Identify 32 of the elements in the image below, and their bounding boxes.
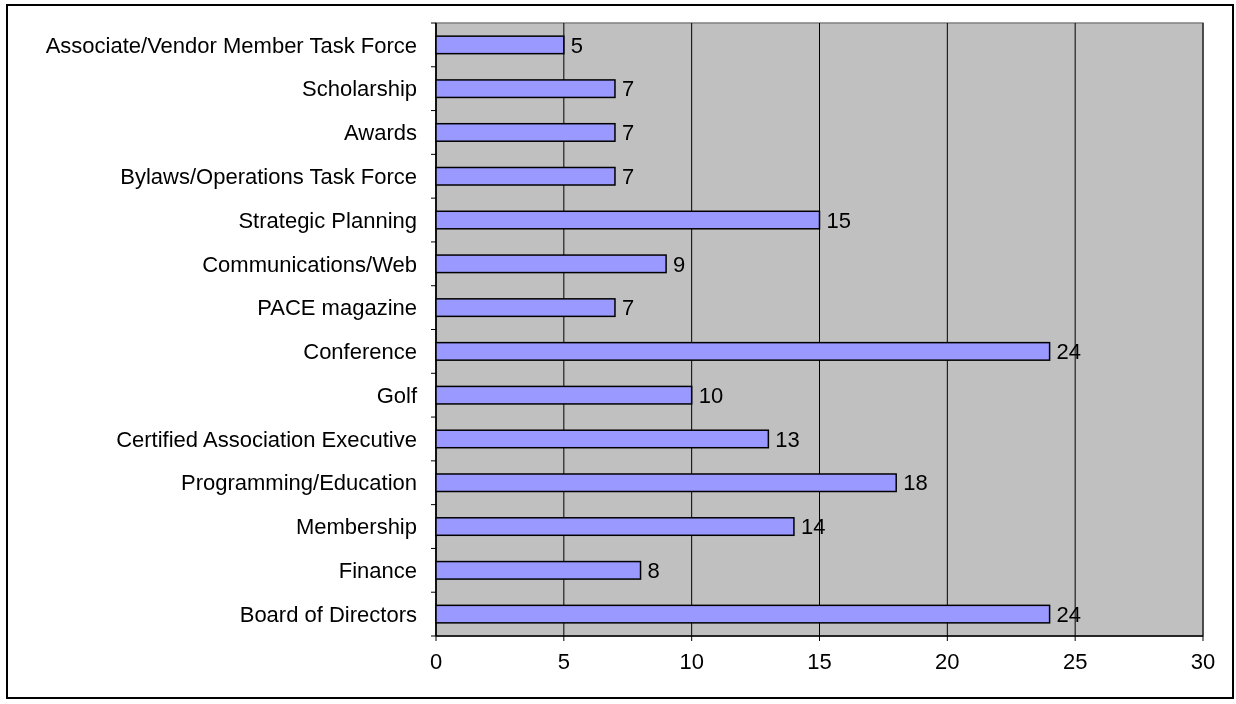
y-tick-label: Awards xyxy=(344,120,417,146)
y-tick-label: Conference xyxy=(303,339,417,365)
y-tick-label: Communications/Web xyxy=(202,251,417,277)
x-tick-label: 20 xyxy=(935,649,960,674)
data-label: 18 xyxy=(903,470,928,496)
x-tick-label: 5 xyxy=(557,649,570,674)
x-tick-label: 15 xyxy=(807,649,832,674)
data-label: 7 xyxy=(621,120,635,146)
x-tick-label: 30 xyxy=(1190,649,1216,674)
data-label: 10 xyxy=(698,382,724,408)
y-tick-label: Scholarship xyxy=(302,76,417,102)
data-label: 15 xyxy=(826,207,851,233)
data-label: 7 xyxy=(621,163,635,189)
data-label: 5 xyxy=(570,32,584,58)
y-tick-label: Golf xyxy=(376,382,418,408)
y-tick-label: Membership xyxy=(295,514,417,540)
x-tick-label: 25 xyxy=(1062,649,1088,674)
y-tick-label: PACE magazine xyxy=(257,295,417,321)
y-tick-label: Board of Directors xyxy=(239,601,417,627)
y-tick-label: Finance xyxy=(338,558,417,584)
data-label: 8 xyxy=(647,558,660,584)
y-tick-label: Strategic Planning xyxy=(238,207,417,233)
data-label: 9 xyxy=(673,251,686,277)
y-tick-label: Programming/Education xyxy=(180,470,417,496)
y-tick-label: Certified Association Executive xyxy=(116,426,417,452)
y-tick-label: Bylaws/Operations Task Force xyxy=(120,163,417,189)
data-label: 7 xyxy=(621,295,635,321)
data-label: 7 xyxy=(621,76,635,102)
x-tick-label: 0 xyxy=(429,649,443,674)
data-label: 13 xyxy=(775,426,800,452)
x-tick-label: 10 xyxy=(679,649,704,674)
y-tick-label: Associate/Vendor Member Task Force xyxy=(45,32,417,58)
